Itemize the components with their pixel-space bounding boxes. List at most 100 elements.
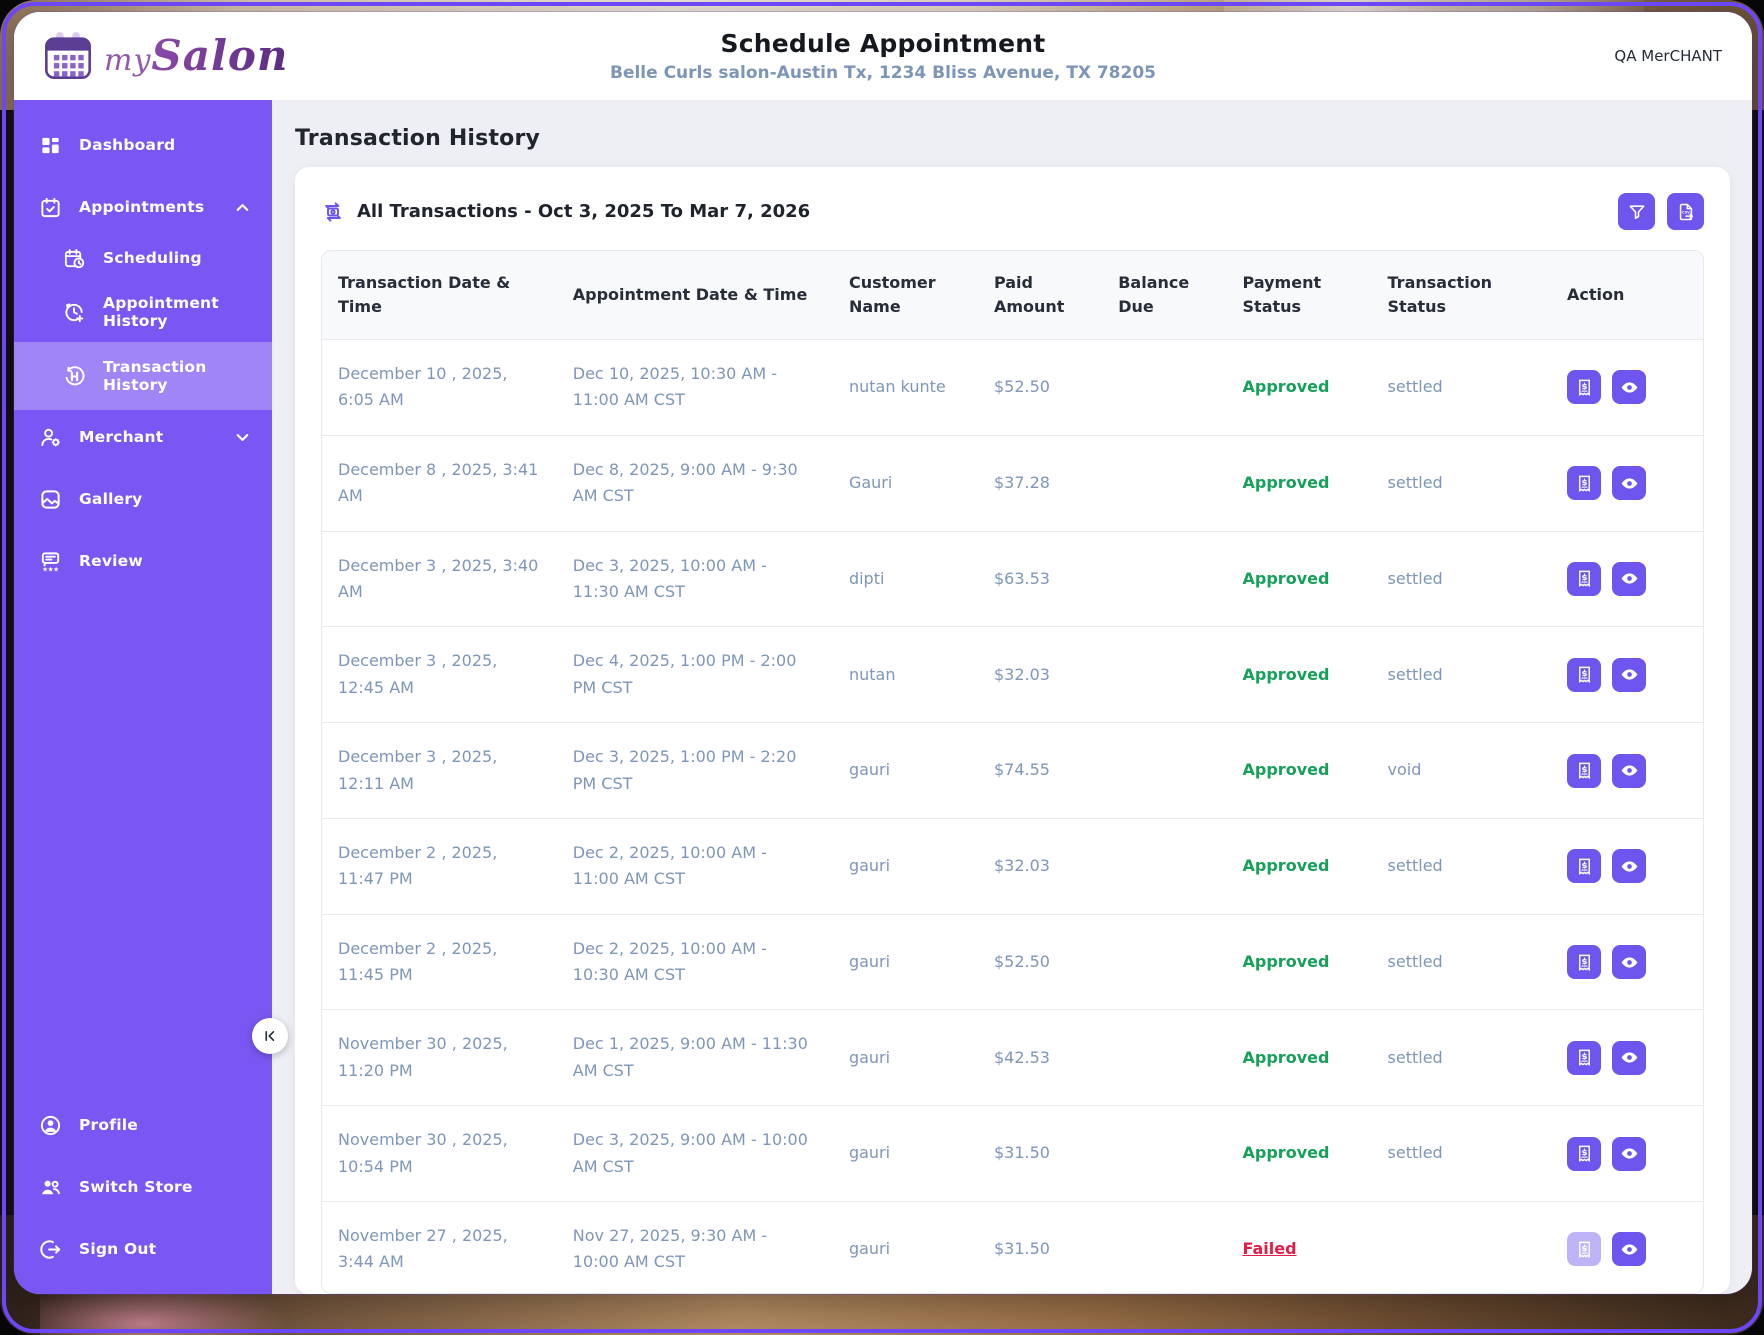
eye-icon	[1621, 1052, 1637, 1064]
table-row: November 30 , 2025, 11:20 PM Dec 1, 2025…	[322, 1009, 1703, 1106]
cell-customer: dipti	[832, 530, 978, 627]
cell-payment-status: Approved	[1226, 913, 1372, 1010]
receipt-dollar-icon	[1578, 571, 1590, 588]
profile-icon	[38, 1113, 62, 1137]
cell-balance	[1102, 913, 1227, 1010]
date-range-title-wrap: All Transactions - Oct 3, 2025 To Mar 7,…	[321, 200, 810, 224]
cell-txn-date: December 8 , 2025, 3:41 AM	[322, 434, 557, 532]
transactions-table-container: Transaction Date & Time Appointment Date…	[321, 250, 1704, 1294]
receipt-button[interactable]	[1567, 945, 1602, 980]
filter-button[interactable]	[1618, 193, 1655, 230]
sidebar-item-dashboard[interactable]: Dashboard	[14, 118, 272, 172]
page-title: Schedule Appointment	[720, 29, 1046, 58]
view-button[interactable]	[1612, 1232, 1647, 1267]
view-button[interactable]	[1612, 466, 1647, 501]
receipt-button[interactable]	[1567, 1136, 1602, 1171]
receipt-button[interactable]	[1567, 753, 1602, 788]
chevron-up-icon	[230, 195, 254, 219]
cell-payment-status: Approved	[1226, 817, 1372, 915]
table-row: December 3 , 2025, 12:45 AM Dec 4, 2025,…	[322, 626, 1703, 723]
table-row: November 27 , 2025, 3:44 AM Nov 27, 2025…	[322, 1201, 1703, 1293]
svg-text:★: ★	[42, 565, 48, 572]
eye-icon	[1621, 669, 1637, 680]
cell-txn-date: November 27 , 2025, 3:44 AM	[322, 1201, 557, 1293]
view-button[interactable]	[1612, 370, 1647, 405]
view-button[interactable]	[1612, 1040, 1647, 1075]
sidebar-bottom-section: Profile Switch Store	[14, 1094, 272, 1294]
sidebar-item-profile[interactable]: Profile	[14, 1094, 272, 1156]
receipt-dollar-icon	[1578, 379, 1590, 396]
view-button[interactable]	[1612, 849, 1647, 884]
cell-txn-status: settled	[1371, 434, 1552, 532]
sidebar-label-dashboard: Dashboard	[79, 136, 176, 154]
cell-txn-status: settled	[1371, 1105, 1552, 1202]
sidebar-item-transaction-history[interactable]: Transaction History	[14, 342, 272, 410]
sidebar-item-switch-store[interactable]: Switch Store	[14, 1156, 272, 1218]
receipt-dollar-icon	[1578, 858, 1590, 875]
sidebar-collapse-button[interactable]	[252, 1018, 288, 1054]
view-button[interactable]	[1612, 1136, 1647, 1171]
brand-text-salon: Salon	[151, 31, 289, 80]
sidebar-label-merchant: Merchant	[79, 428, 164, 446]
receipt-button[interactable]	[1567, 466, 1602, 501]
receipt-button[interactable]	[1567, 561, 1602, 596]
receipt-button[interactable]	[1567, 849, 1602, 884]
view-button[interactable]	[1612, 945, 1647, 980]
transactions-card: All Transactions - Oct 3, 2025 To Mar 7,…	[295, 167, 1730, 1294]
sidebar-label-review: Review	[79, 552, 143, 570]
brand-text-my: my	[104, 43, 152, 78]
sidebar-item-appointment-history[interactable]: Appointment History	[14, 282, 272, 342]
receipt-button[interactable]	[1567, 1040, 1602, 1075]
cell-appt-date: Dec 3, 2025, 10:00 AM - 11:30 AM CST	[556, 530, 833, 627]
cell-txn-date: December 3 , 2025, 12:11 AM	[322, 722, 557, 819]
export-csv-button[interactable]: CSV	[1667, 193, 1704, 230]
sidebar-label-transaction-history: Transaction History	[103, 358, 207, 394]
sidebar-item-scheduling[interactable]: Scheduling	[14, 234, 272, 282]
receipt-dollar-icon	[1578, 1241, 1590, 1258]
cell-balance	[1102, 434, 1227, 532]
col-paid-amount: Paid Amount	[977, 251, 1103, 340]
receipt-button[interactable]	[1567, 657, 1602, 692]
cell-txn-status: settled	[1371, 1009, 1552, 1106]
cell-balance	[1102, 722, 1227, 819]
table-row: November 30 , 2025, 10:54 PM Dec 3, 2025…	[322, 1105, 1703, 1202]
cell-customer: gauri	[832, 1105, 978, 1202]
sidebar-item-appointments[interactable]: Appointments	[14, 180, 272, 234]
sidebar-item-gallery[interactable]: Gallery	[14, 472, 272, 526]
table-row: December 3 , 2025, 3:40 AM Dec 3, 2025, …	[322, 530, 1703, 627]
receipt-button[interactable]	[1567, 370, 1602, 405]
table-header-row: Transaction Date & Time Appointment Date…	[322, 251, 1703, 340]
switch-store-icon	[38, 1175, 62, 1199]
sidebar-item-review[interactable]: ★ ★ ★ Review	[14, 534, 272, 588]
col-customer-name: Customer Name	[832, 251, 978, 340]
cell-txn-date: December 3 , 2025, 3:40 AM	[322, 530, 557, 627]
cell-customer: gauri	[832, 1009, 978, 1106]
view-button[interactable]	[1612, 753, 1647, 788]
col-action: Action	[1551, 251, 1703, 340]
sidebar-item-sign-out[interactable]: Sign Out	[14, 1218, 272, 1280]
receipt-button-disabled	[1567, 1232, 1602, 1267]
top-header: mySalon Schedule Appointment Belle Curls…	[14, 12, 1752, 100]
cell-txn-status: settled	[1371, 817, 1552, 915]
eye-icon	[1621, 382, 1637, 393]
brand-text: mySalon	[104, 35, 288, 77]
eye-icon	[1621, 956, 1637, 968]
cell-customer: nutan kunte	[832, 339, 978, 436]
view-button[interactable]	[1612, 657, 1647, 692]
cell-txn-status: settled	[1371, 530, 1552, 627]
view-button[interactable]	[1612, 561, 1647, 596]
eye-icon	[1621, 573, 1637, 585]
cell-customer: gauri	[832, 913, 978, 1010]
table-row: December 2 , 2025, 11:45 PM Dec 2, 2025,…	[322, 913, 1703, 1010]
cell-paid: $52.50	[977, 339, 1103, 436]
collapse-left-icon	[265, 1031, 275, 1041]
eye-icon	[1621, 1244, 1637, 1255]
sidebar-label-gallery: Gallery	[79, 490, 143, 508]
date-range-title: All Transactions - Oct 3, 2025 To Mar 7,…	[357, 201, 811, 222]
cell-customer: gauri	[832, 1201, 978, 1293]
cell-payment-status: Approved	[1226, 1009, 1372, 1106]
sidebar-item-merchant[interactable]: Merchant	[14, 410, 272, 464]
cell-paid: $32.03	[977, 817, 1103, 915]
app-window: mySalon Schedule Appointment Belle Curls…	[14, 12, 1752, 1294]
sidebar-label-switch-store: Switch Store	[79, 1178, 193, 1196]
